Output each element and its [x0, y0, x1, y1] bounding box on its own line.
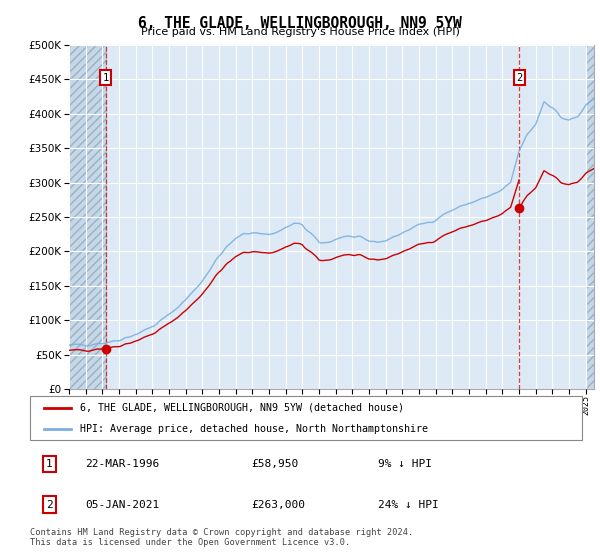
Text: 2: 2 [46, 500, 53, 510]
FancyBboxPatch shape [30, 396, 582, 440]
Bar [586, 45, 594, 389]
Text: 1: 1 [103, 72, 109, 82]
Bar [69, 45, 106, 389]
Text: 6, THE GLADE, WELLINGBOROUGH, NN9 5YW (detached house): 6, THE GLADE, WELLINGBOROUGH, NN9 5YW (d… [80, 403, 404, 413]
Text: 2: 2 [516, 72, 523, 82]
Text: 1: 1 [46, 459, 53, 469]
Text: Contains HM Land Registry data © Crown copyright and database right 2024.
This d: Contains HM Land Registry data © Crown c… [30, 528, 413, 547]
Bar [586, 45, 594, 389]
Text: 22-MAR-1996: 22-MAR-1996 [85, 459, 160, 469]
Text: £58,950: £58,950 [251, 459, 298, 469]
Text: 24% ↓ HPI: 24% ↓ HPI [378, 500, 439, 510]
Text: 05-JAN-2021: 05-JAN-2021 [85, 500, 160, 510]
Text: £263,000: £263,000 [251, 500, 305, 510]
Text: Price paid vs. HM Land Registry's House Price Index (HPI): Price paid vs. HM Land Registry's House … [140, 27, 460, 37]
Bar [69, 45, 106, 389]
Text: HPI: Average price, detached house, North Northamptonshire: HPI: Average price, detached house, Nort… [80, 424, 428, 433]
Text: 6, THE GLADE, WELLINGBOROUGH, NN9 5YW: 6, THE GLADE, WELLINGBOROUGH, NN9 5YW [138, 16, 462, 31]
Text: 9% ↓ HPI: 9% ↓ HPI [378, 459, 432, 469]
